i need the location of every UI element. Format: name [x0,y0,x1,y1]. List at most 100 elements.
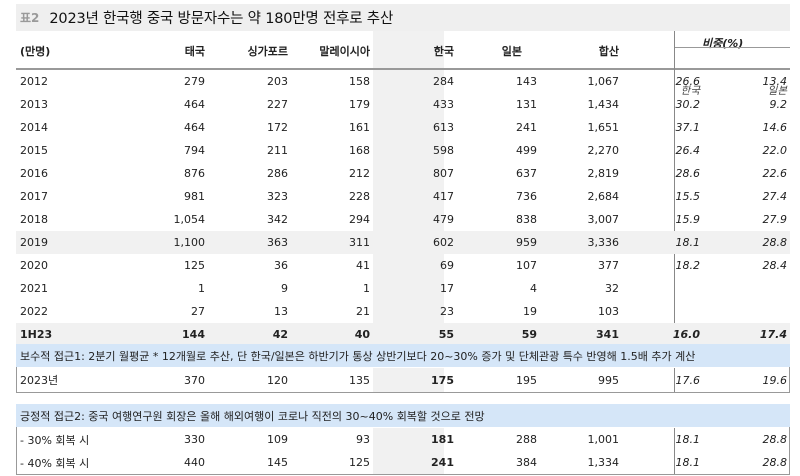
cell-korea: 479 [433,213,454,226]
cell-singapore: 145 [267,456,288,469]
row-label: 2020 [20,259,48,272]
cell-malaysia: 41 [356,259,370,272]
scenario1-box [16,367,790,393]
cell-japan: 131 [516,98,537,111]
cell-share-korea: 30.2 [675,98,701,111]
cell-thailand: 27 [191,305,205,318]
cell-malaysia: 228 [349,190,370,203]
cell-total: 1,651 [587,121,620,134]
cell-thailand: 794 [184,144,205,157]
cell-singapore: 363 [267,236,288,249]
cell-total: 3,336 [587,236,620,249]
cell-share-japan: 28.8 [762,236,788,249]
cell-singapore: 286 [267,167,288,180]
cell-malaysia: 212 [349,167,370,180]
table-row: 2022 27 13 21 23 19 103 [16,300,790,323]
cell-japan: 4 [530,282,537,295]
cell-singapore: 13 [274,305,288,318]
cell-total: 2,819 [587,167,620,180]
header-total: 합산 [598,45,619,58]
row-label: 1H23 [20,328,53,341]
row-label: 2015 [20,144,48,157]
cell-japan: 59 [521,328,537,341]
cell-share-japan: 28.8 [762,433,788,446]
cell-korea: 598 [433,144,454,157]
table-row: 2014 464 172 161 613 241 1,651 37.1 14.6 [16,116,790,139]
cell-singapore: 109 [267,433,288,446]
cell-japan: 838 [516,213,537,226]
cell-share-korea: 18.1 [675,236,701,249]
cell-thailand: 1,100 [173,236,206,249]
cell-japan: 384 [516,456,537,469]
cell-total: 995 [598,373,619,387]
row-label: 2019 [20,236,48,249]
cell-total: 341 [596,328,619,341]
cell-korea: 433 [433,98,454,111]
cell-singapore: 211 [267,144,288,157]
cell-malaysia: 311 [349,236,370,249]
column-divider [674,368,675,392]
table-title: 2023년 한국행 중국 방문자수는 약 180만명 전후로 추산 [49,11,394,27]
cell-share-japan: 22.0 [762,144,788,157]
cell-singapore: 342 [267,213,288,226]
cell-singapore: 172 [267,121,288,134]
cell-share-korea: 18.2 [675,259,701,272]
cell-korea: 69 [440,259,454,272]
cell-share-japan: 28.4 [762,259,788,272]
cell-thailand: 279 [184,75,205,88]
cell-thailand: 981 [184,190,205,203]
scenario1-note: 보수적 접근1: 2분기 월평균 * 12개월로 추산, 단 한국/일본은 하반… [16,344,790,367]
table-row: 2021 1 9 1 17 4 32 [16,277,790,300]
table-row: 2017 981 323 228 417 736 2,684 15.5 27.4 [16,185,790,208]
cell-thailand: 370 [184,373,205,387]
korea-column-highlight [373,368,444,392]
cell-share-korea: 15.5 [675,190,701,203]
column-divider [674,428,675,474]
cell-share-korea: 26.6 [675,75,701,88]
cell-thailand: 1 [198,282,205,295]
cell-malaysia: 168 [349,144,370,157]
cell-thailand: 464 [184,98,205,111]
cell-singapore: 120 [267,373,288,387]
cell-korea: 613 [433,121,454,134]
row-label: - 30% 회복 시 [20,433,90,447]
cell-japan: 637 [516,167,537,180]
cell-malaysia: 158 [349,75,370,88]
table-title-bar: 표2 2023년 한국행 중국 방문자수는 약 180만명 전후로 추산 [16,4,790,31]
cell-korea: 807 [433,167,454,180]
cell-share-korea: 18.1 [675,456,701,469]
cell-malaysia: 21 [356,305,370,318]
table-row: 2015 794 211 168 598 499 2,270 26.4 22.0 [16,139,790,162]
cell-malaysia: 161 [349,121,370,134]
cell-malaysia: 294 [349,213,370,226]
header-malaysia: 말레이시아 [319,45,370,58]
cell-korea: 23 [440,305,454,318]
cell-share-japan: 9.2 [769,98,788,111]
scenario2-box [16,427,790,475]
cell-share-japan: 19.6 [762,373,788,387]
cell-korea: 417 [433,190,454,203]
column-divider [674,31,675,333]
table-row: 2016 876 286 212 807 637 2,819 28.6 22.6 [16,162,790,185]
row-label: 2013 [20,98,48,111]
cell-singapore: 36 [274,259,288,272]
cell-thailand: 125 [184,259,205,272]
cell-malaysia: 125 [349,456,370,469]
cell-share-japan: 22.6 [762,167,788,180]
header-singapore: 싱가포르 [247,45,288,58]
cell-share-korea: 28.6 [675,167,701,180]
cell-thailand: 440 [184,456,205,469]
header-japan: 일본 [501,45,522,58]
header-share-japan: 일본 [767,85,787,97]
cell-total: 1,067 [587,75,620,88]
header-share-korea: 한국 [680,85,700,97]
row-label: 2018 [20,213,48,226]
cell-singapore: 227 [267,98,288,111]
cell-korea: 55 [438,328,454,341]
row-label: - 40% 회복 시 [20,456,90,470]
cell-korea: 241 [431,456,454,469]
cell-total: 377 [598,259,619,272]
header-divider [16,68,790,70]
row-label: 2021 [20,282,48,295]
cell-singapore: 323 [267,190,288,203]
